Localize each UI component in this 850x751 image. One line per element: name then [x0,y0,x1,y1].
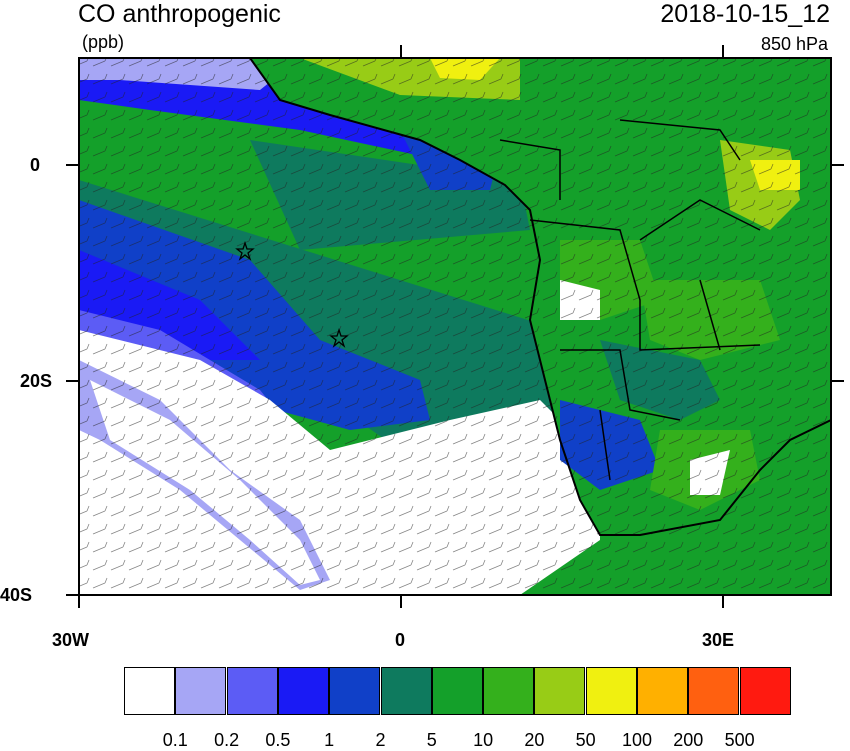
legend-label: 2 [375,730,386,750]
map-frame [78,57,832,596]
legend-swatch [277,667,329,715]
legend-swatch [175,667,227,715]
legend-label: 200 [673,730,704,750]
lat-label-0: 0 [30,155,41,175]
legend-swatch [534,667,586,715]
legend-swatch [585,667,637,715]
legend-swatch [226,667,278,715]
pressure-level-label: 850 hPa [760,34,828,54]
legend-label: 20 [524,730,545,750]
legend-swatch [688,667,740,715]
legend-swatch [124,667,175,715]
lat-label-20s: 20S [20,371,53,391]
legend-label: 5 [426,730,437,750]
star-marker-1 [235,240,255,261]
datetime-label: 2018-10-15_12 [660,0,830,28]
lon-label-0: 0 [395,630,406,650]
legend-label: 100 [621,730,653,750]
legend-label: 500 [724,730,755,750]
legend-swatch [431,667,483,715]
legend-swatch [739,667,791,715]
legend-label: 0.1 [162,730,188,750]
legend-swatch [637,667,688,715]
map-title: CO anthropogenic [78,0,281,28]
lat-label-40s: 40S [0,585,33,605]
legend-label: 50 [575,730,596,750]
star-marker-2 [329,327,349,348]
legend-swatch [380,667,432,715]
legend-label: 0.2 [214,730,240,750]
lon-label-30w: 30W [52,630,90,650]
lon-label-30e: 30E [702,630,735,650]
legend-label: 0.5 [265,730,291,750]
legend-swatch [329,667,381,715]
legend-label: 1 [324,730,335,750]
co-concentration-field [79,58,831,595]
units-label: (ppb) [82,32,125,52]
legend-label: 10 [473,730,494,750]
axis-ticks [66,45,844,608]
legend-swatch [483,667,535,715]
